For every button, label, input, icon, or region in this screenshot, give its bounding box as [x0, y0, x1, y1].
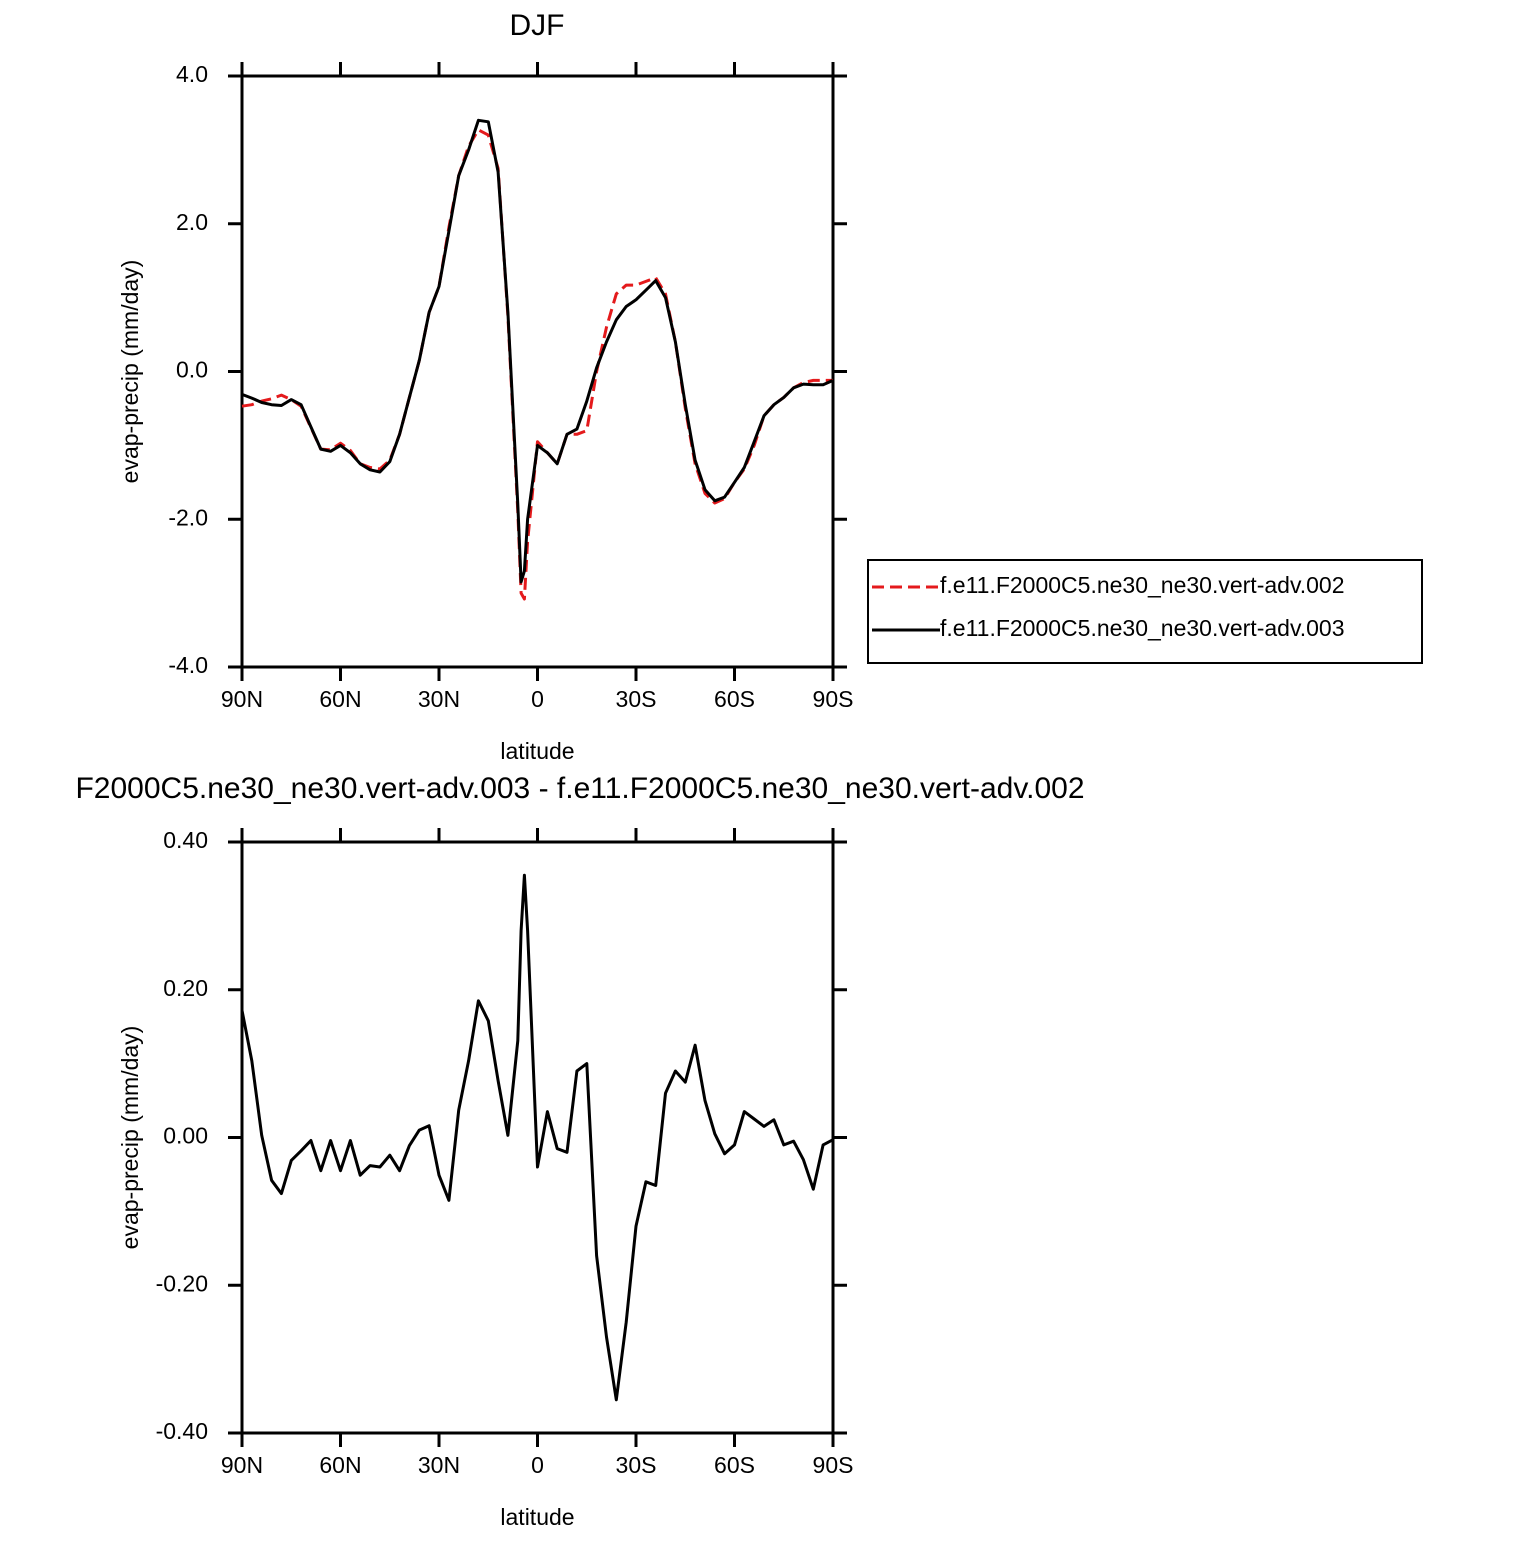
y-tick-label: 4.0	[176, 61, 208, 87]
y-tick-label: -4.0	[168, 652, 208, 678]
x-tick-label: 90N	[221, 1452, 263, 1478]
y-tick-label: -2.0	[168, 504, 208, 530]
y-tick-label: 0.0	[176, 357, 208, 383]
chart-title: DJF	[510, 9, 565, 42]
y-tick-label: -0.20	[156, 1270, 208, 1296]
legend-label: f.e11.F2000C5.ne30_ne30.vert-adv.003	[940, 615, 1345, 641]
x-tick-label: 0	[531, 686, 544, 712]
y-tick-label: 2.0	[176, 209, 208, 235]
data-line	[241, 118, 834, 584]
x-tick-label: 30S	[616, 1452, 657, 1478]
data-line	[240, 873, 834, 1402]
x-axis-label: latitude	[500, 738, 574, 764]
x-tick-label: 30S	[616, 686, 657, 712]
y-axis-label: evap-precip (mm/day)	[117, 260, 143, 484]
legend-box	[867, 559, 1423, 664]
x-tick-label: 30N	[418, 1452, 460, 1478]
x-tick-label: 90S	[813, 1452, 854, 1478]
x-tick-label: 60S	[714, 1452, 755, 1478]
x-tick-label: 0	[531, 1452, 544, 1478]
plot-frame	[240, 74, 835, 669]
y-tick-label: -0.40	[156, 1418, 208, 1444]
y-tick-label: 0.00	[163, 1123, 208, 1149]
chart-title: F2000C5.ne30_ne30.vert-adv.003 - f.e11.F…	[75, 772, 1084, 805]
x-tick-label: 60S	[714, 686, 755, 712]
y-tick-label: 0.20	[163, 975, 208, 1001]
x-tick-label: 60N	[319, 686, 361, 712]
y-tick-label: 0.40	[163, 827, 208, 853]
x-tick-label: 90S	[813, 686, 854, 712]
x-axis-label: latitude	[500, 1504, 574, 1530]
x-tick-label: 60N	[319, 1452, 361, 1478]
data-line	[241, 128, 833, 601]
y-axis-label: evap-precip (mm/day)	[117, 1026, 143, 1250]
x-tick-label: 90N	[221, 686, 263, 712]
legend-label: f.e11.F2000C5.ne30_ne30.vert-adv.002	[940, 572, 1345, 598]
x-tick-label: 30N	[418, 686, 460, 712]
